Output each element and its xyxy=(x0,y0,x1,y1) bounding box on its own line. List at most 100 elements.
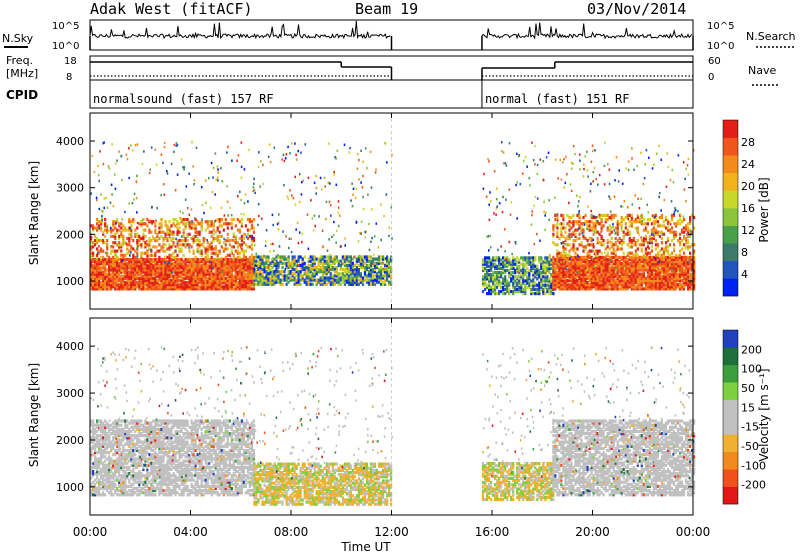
heat-speckle xyxy=(299,231,301,233)
heat-cell xyxy=(94,243,96,246)
heat-cell xyxy=(187,239,189,242)
heat-cell xyxy=(552,241,554,244)
heat-speckle xyxy=(594,253,596,255)
heat-cell xyxy=(687,239,689,242)
heat-cell xyxy=(520,256,522,259)
heat-speckle xyxy=(146,240,148,242)
heat-cell xyxy=(255,270,257,273)
heat-cell xyxy=(338,272,340,275)
heat-speckle xyxy=(333,171,335,173)
heat-speckle xyxy=(258,151,260,153)
heat-cell xyxy=(348,255,350,258)
heat-cell xyxy=(106,239,108,242)
heat-cell xyxy=(574,247,576,250)
heat-cell xyxy=(207,254,209,257)
heat-cell xyxy=(576,279,578,282)
heat-cell xyxy=(560,214,562,217)
heat-speckle xyxy=(662,233,664,235)
heat-cell xyxy=(118,222,120,225)
heat-speckle xyxy=(244,202,246,204)
heat-cell xyxy=(484,288,486,291)
heat-cell xyxy=(578,220,580,223)
heat-cell xyxy=(282,274,284,277)
heat-cell xyxy=(587,220,589,223)
heat-cell xyxy=(504,275,506,278)
heat-speckle xyxy=(373,263,375,265)
heat-speckle xyxy=(604,142,606,144)
heat-cell xyxy=(282,262,284,265)
heat-cell xyxy=(546,256,548,259)
heat-cell xyxy=(641,256,643,259)
heat-cell xyxy=(625,226,627,229)
heat-cell xyxy=(665,256,667,259)
heat-speckle xyxy=(126,154,128,156)
heat-cell xyxy=(249,256,251,259)
heat-cell xyxy=(617,256,619,259)
heat-speckle xyxy=(522,172,524,174)
heat-cell xyxy=(197,258,199,261)
heat-speckle xyxy=(205,238,207,240)
heat-cell xyxy=(633,220,635,223)
heat-speckle xyxy=(217,168,219,170)
heat-cell xyxy=(494,275,496,278)
heat-speckle xyxy=(578,212,580,214)
heat-cell xyxy=(566,279,568,282)
heat-cell xyxy=(599,233,601,236)
station-title: Adak West (fitACF) xyxy=(90,0,253,18)
heat-speckle xyxy=(333,173,335,175)
heat-cell xyxy=(146,224,148,227)
heat-speckle xyxy=(627,206,629,208)
heat-speckle xyxy=(253,186,255,188)
heat-cell xyxy=(534,265,536,268)
heat-cell xyxy=(552,292,554,295)
heat-speckle xyxy=(265,245,267,247)
heat-speckle xyxy=(230,252,232,254)
heat-cell xyxy=(364,266,366,269)
heat-speckle xyxy=(241,141,243,143)
heat-cell xyxy=(156,250,158,253)
heat-cell xyxy=(625,256,627,259)
heat-speckle xyxy=(98,174,100,176)
heat-cell xyxy=(195,256,197,259)
heat-cell xyxy=(550,258,552,261)
heat-cell xyxy=(669,243,671,246)
heat-cell xyxy=(205,229,207,232)
heat-speckle xyxy=(175,238,177,240)
heat-cell xyxy=(659,231,661,234)
heat-cell xyxy=(227,222,229,225)
heat-cell xyxy=(619,256,621,259)
heat-cell xyxy=(142,222,144,225)
heat-cell xyxy=(156,279,158,282)
heat-cell xyxy=(263,262,265,265)
heat-speckle xyxy=(287,258,289,260)
heat-cell xyxy=(104,218,106,221)
heat-cell xyxy=(582,229,584,232)
heat-cell xyxy=(516,261,518,264)
heat-cell xyxy=(623,252,625,255)
heat-cell xyxy=(306,266,308,269)
heat-speckle xyxy=(137,143,139,145)
nsearch-tick-top: 10^5 xyxy=(707,21,734,32)
heat-cell xyxy=(223,241,225,244)
heat-speckle xyxy=(132,149,134,151)
heat-cell xyxy=(623,231,625,234)
heat-speckle xyxy=(210,207,212,209)
heat-cell xyxy=(554,266,556,269)
heat-cell xyxy=(100,226,102,229)
heat-region-1 xyxy=(253,255,392,286)
heat-cell xyxy=(176,258,178,261)
heat-cell xyxy=(271,258,273,261)
heat-speckle xyxy=(672,169,674,171)
heat-speckle xyxy=(511,201,513,203)
heat-speckle xyxy=(352,194,354,196)
heat-speckle xyxy=(248,149,250,151)
heat-speckle xyxy=(277,223,279,225)
heat-cell xyxy=(296,274,298,277)
heat-cell xyxy=(558,237,560,240)
heat-speckle xyxy=(666,186,668,188)
heat-cell xyxy=(326,260,328,263)
heat-cell xyxy=(294,255,296,258)
heat-cell xyxy=(659,250,661,253)
heat-speckle xyxy=(678,154,680,156)
heat-cell xyxy=(239,229,241,232)
